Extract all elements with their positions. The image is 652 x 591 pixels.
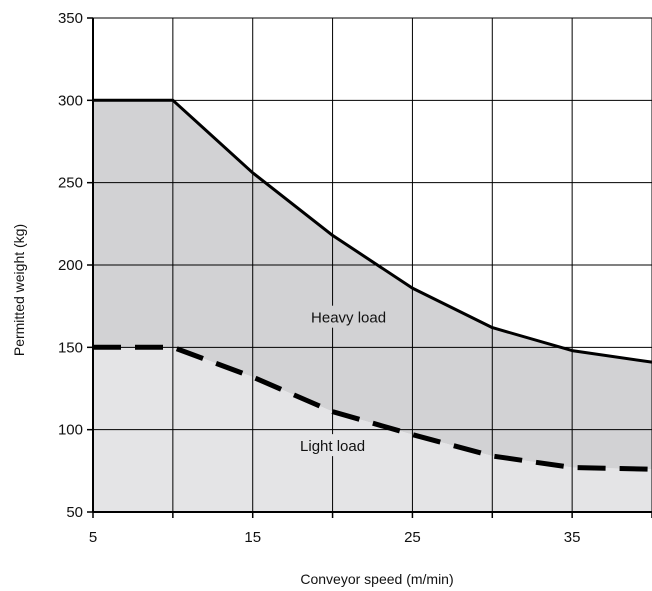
y-tick-label: 150 [58,339,83,356]
y-tick-label: 350 [58,10,83,27]
y-tick-label: 300 [58,92,83,109]
area-label: Heavy load [311,310,386,327]
area-label-background [298,305,399,328]
light-load-line [93,344,652,472]
area-labels: Heavy load Light load [282,305,399,457]
area-label-background [282,434,383,457]
x-axis-title: Conveyor speed (m/min) [300,571,453,587]
y-tick-label: 100 [58,422,83,439]
heavy-load-line [93,98,652,364]
y-tick-label: 200 [58,257,83,274]
y-axis-title: Permitted weight (kg) [11,224,27,356]
axes [87,17,652,518]
tick-labels: 50 100 150 200 250 300 350 5 15 25 35 [58,10,581,546]
y-tick-label: 50 [66,504,83,521]
area-label: Light load [300,438,365,455]
series-lines [93,98,652,472]
x-tick-label: 5 [89,529,97,546]
heavy-load-area [93,100,652,470]
y-tick-label: 250 [58,175,83,192]
x-tick-label: 15 [244,529,261,546]
x-tick-label: 25 [404,529,421,546]
x-tick-label: 35 [564,529,581,546]
